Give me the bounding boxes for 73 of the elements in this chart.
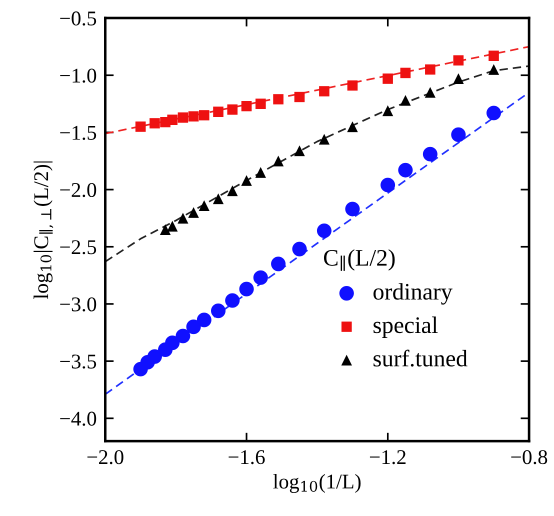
point [398, 162, 413, 178]
point [198, 200, 210, 211]
legend-label: special [374, 316, 438, 338]
x-axis-title: log$_{10}$(1/L) [273, 474, 361, 493]
y-axis-title: log$_{10}$|C$_{∥,⊥}$(L/2)| [34, 161, 54, 299]
point [178, 112, 188, 123]
y-tick-label: −3.5 [60, 354, 96, 369]
point [400, 68, 411, 78]
point [256, 98, 266, 109]
point [422, 146, 438, 162]
x-tick-label: −0.8 [511, 450, 548, 464]
point [345, 202, 360, 216]
legend-label: ordinary [374, 283, 452, 305]
point [188, 207, 199, 218]
legend-title: C$_{∥}$(L/2) [324, 249, 395, 271]
point [382, 74, 393, 84]
point [150, 118, 160, 128]
point [347, 121, 358, 132]
point [147, 349, 162, 364]
x-tick-label: −1.2 [370, 450, 406, 464]
point [255, 167, 266, 178]
point [135, 122, 146, 132]
point [382, 105, 394, 116]
point [425, 64, 436, 75]
point [210, 304, 226, 318]
point [253, 270, 268, 285]
point [380, 178, 396, 192]
point [294, 145, 305, 156]
point [188, 111, 199, 122]
point [486, 106, 502, 120]
point [488, 50, 499, 61]
point [160, 224, 171, 235]
point [167, 114, 178, 125]
point [318, 134, 330, 145]
point [453, 55, 464, 66]
point [239, 282, 254, 296]
point [273, 94, 284, 104]
point [241, 175, 252, 186]
y-tick-label: −4.0 [60, 412, 96, 426]
point [241, 100, 252, 112]
point [212, 193, 224, 204]
point [176, 328, 190, 344]
point [227, 104, 238, 115]
x-tick-label: −2.0 [87, 450, 124, 464]
point [225, 293, 240, 308]
point [271, 256, 286, 272]
y-tick-label: −1.0 [60, 68, 96, 83]
y-tick-label: −1.5 [60, 126, 96, 140]
point [213, 106, 224, 117]
point [292, 242, 307, 256]
point [227, 185, 238, 196]
point [166, 220, 178, 232]
point [347, 80, 358, 91]
point [186, 320, 201, 334]
point [400, 95, 411, 106]
point [316, 223, 332, 238]
point [272, 156, 284, 166]
point [424, 87, 436, 98]
point [199, 110, 210, 120]
point [165, 336, 180, 350]
point [451, 127, 466, 142]
y-tick-label: −3.0 [60, 297, 96, 312]
point [294, 92, 305, 102]
point [453, 73, 464, 84]
x-tick-label: −1.6 [228, 450, 265, 464]
point [196, 312, 212, 328]
point [488, 64, 500, 75]
y-tick-label: −2.0 [60, 182, 96, 198]
point [319, 86, 330, 96]
y-tick-label: −0.5 [60, 11, 96, 26]
legend-label: surf.tuned [374, 350, 468, 367]
point [178, 212, 188, 224]
y-tick-label: −2.5 [60, 240, 96, 254]
